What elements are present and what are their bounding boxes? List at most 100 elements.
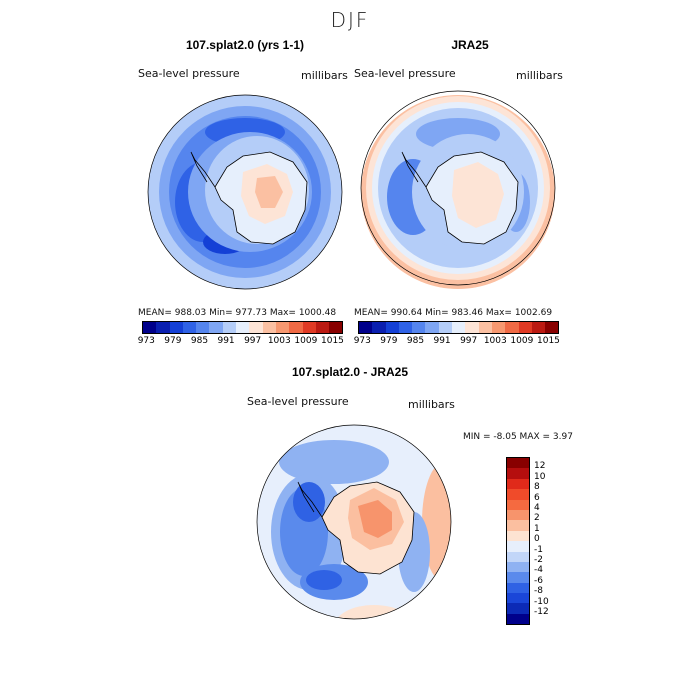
diff-colorbar-tick-label: 12 — [534, 461, 546, 472]
panel1-colorbar-tick-label: 1015 — [321, 336, 344, 346]
diff-colorbar-tick-label: -10 — [534, 596, 549, 607]
panel2-colorbar-tick-label: 1003 — [483, 336, 507, 346]
diff-colorbar-swatch — [507, 458, 529, 469]
diff-colorbar-swatch — [507, 489, 529, 500]
diff-colorbar-tick-label: 10 — [534, 471, 546, 482]
panel1-peninsula — [190, 151, 216, 188]
diff-colorbar-swatch — [507, 509, 529, 521]
panel1-stats: MEAN= 988.03 Min= 977.73 Max= 1000.48 — [138, 308, 337, 318]
diff-colorbar-swatch — [507, 530, 529, 542]
diff-colorbar-swatch — [507, 551, 529, 562]
diff-colorbar-tick-label: 0 — [534, 534, 540, 545]
panel2-colorbar-swatch — [398, 322, 413, 333]
panel1-high-peak — [255, 176, 283, 208]
diff-colorbar-tick-label: 1 — [534, 523, 540, 534]
panel2-colorbar-swatch — [425, 322, 439, 333]
panel3-stats: MIN = -8.05 MAX = 3.97 — [463, 432, 573, 442]
diff-colorbar-tick-label: -1 — [534, 544, 543, 555]
diff-colorbar-tick-label: 4 — [534, 503, 540, 513]
diff-colorbar-tick-label: 6 — [534, 492, 540, 503]
diff-colorbar-swatch — [507, 593, 529, 604]
panel1-colorbar-swatch — [249, 322, 263, 333]
panel3-peninsula — [297, 481, 323, 518]
panel1-colorbar-tick-label: 991 — [217, 336, 235, 346]
panel2-stats: MEAN= 990.64 Min= 983.46 Max= 1002.69 — [354, 308, 553, 318]
panel1-colorbar-swatch — [262, 322, 276, 333]
panel2-colorbar-swatch — [452, 322, 466, 333]
diff-colorbar-swatch — [507, 613, 529, 625]
panel2-colorbar-tick-label: 985 — [406, 336, 425, 346]
panel2-colorbar-swatch — [385, 322, 399, 333]
panel1-colorbar-tick-label: 985 — [190, 336, 209, 346]
panel2-colorbar-swatch — [438, 322, 453, 333]
panel1-title: 107.splat2.0 (yrs 1-1) — [185, 38, 305, 52]
panel1-colorbar-swatch — [315, 322, 330, 333]
panel1-colorbar-swatch — [209, 322, 223, 333]
panel1-variable-label: Sea-level pressure — [138, 67, 240, 80]
panel3-units-label: millibars — [408, 398, 455, 411]
panel2-colorbar-swatch — [465, 322, 479, 333]
diff-colorbar-swatch — [507, 572, 529, 583]
panel2-variable-label: Sea-level pressure — [354, 67, 456, 80]
plot-title: DJF — [330, 8, 370, 32]
panel1-colorbar-tick-label: 1003 — [267, 336, 291, 346]
diff-colorbar-tick-label: -4 — [534, 565, 543, 576]
diff-colorbar-tick-label: 2 — [534, 513, 540, 524]
panel1-units-label: millibars — [301, 69, 348, 82]
panel2-high-core — [452, 162, 504, 228]
panel1-colorbar-ticks: 973 979 985 991 997 1003 1009 1015 — [133, 336, 346, 346]
panel1-colorbar-swatch — [329, 322, 343, 333]
diff-colorbar-tick-label: -8 — [534, 586, 543, 597]
diff-colorbar-swatch — [507, 478, 529, 490]
panel1-colorbar-swatch — [143, 322, 157, 333]
panel3-neg-peak2 — [306, 570, 342, 590]
panel2-colorbar-tick-label: 1015 — [537, 336, 560, 346]
panel3-neg-peak — [293, 482, 325, 522]
panel2-colorbar-ticks: 973 979 985 991 997 1003 1009 1015 — [349, 336, 562, 346]
diff-colorbar-swatch — [507, 499, 529, 510]
panel2-colorbar-swatch — [372, 322, 386, 333]
diff-colorbar-swatch — [507, 561, 529, 573]
panel2-colorbar-swatch — [518, 322, 532, 333]
diff-colorbar-tick-label: 8 — [534, 482, 540, 493]
panel1-colorbar-swatch — [156, 322, 170, 333]
panel3-pos-peak — [358, 500, 392, 538]
diff-colorbar-tick-label: -12 — [534, 607, 549, 617]
panel3-positive-south — [334, 605, 414, 619]
panel2-units-label: millibars — [516, 69, 563, 82]
panel2-colorbar-tick-label: 997 — [460, 336, 478, 346]
panel1-colorbar-tick-label: 973 — [137, 336, 155, 346]
panel2-colorbar-tick-label: 1009 — [510, 336, 534, 346]
panel1-colorbar-tick-label: 1009 — [294, 336, 318, 346]
panel1-colorbar-swatch — [196, 322, 210, 333]
panel2-colorbar-tick-label: 979 — [380, 336, 398, 346]
panel1-colorbar-swatch — [289, 322, 303, 333]
panel1-colorbar-swatch — [169, 322, 183, 333]
panel2-colorbar-swatch — [412, 322, 426, 333]
panel2-colorbar-tick-label: 973 — [353, 336, 371, 346]
diff-colorbar-swatch — [507, 520, 529, 531]
diff-colorbar-tick-label: -6 — [534, 575, 543, 586]
panel3-variable-label: Sea-level pressure — [247, 395, 349, 408]
panel3-title: 107.splat2.0 - JRA25 — [291, 365, 409, 379]
diff-colorbar-swatch — [507, 541, 529, 552]
panel1-colorbar-swatch — [182, 322, 197, 333]
panel2-peninsula — [401, 151, 427, 188]
panel3-map — [256, 424, 452, 620]
panel2-map — [360, 90, 556, 289]
panel2-colorbar-swatch — [545, 322, 559, 333]
panel1-colorbar — [142, 321, 344, 334]
panel2-colorbar-swatch — [491, 322, 506, 333]
panel3-neg-band-north — [279, 440, 389, 484]
panel2-colorbar-swatch — [478, 322, 492, 333]
panel1-colorbar-swatch — [222, 322, 237, 333]
panel1-colorbar-tick-label: 979 — [164, 336, 182, 346]
diff-colorbar — [506, 457, 530, 626]
panel1-map — [147, 94, 343, 290]
panel2-title: JRA25 — [451, 38, 489, 52]
panel2-colorbar-swatch — [505, 322, 519, 333]
diff-colorbar-swatch — [507, 603, 529, 614]
diff-colorbar-tick-label: -2 — [534, 555, 543, 565]
panel2-colorbar-swatch — [359, 322, 373, 333]
diff-colorbar-swatch — [507, 468, 529, 479]
